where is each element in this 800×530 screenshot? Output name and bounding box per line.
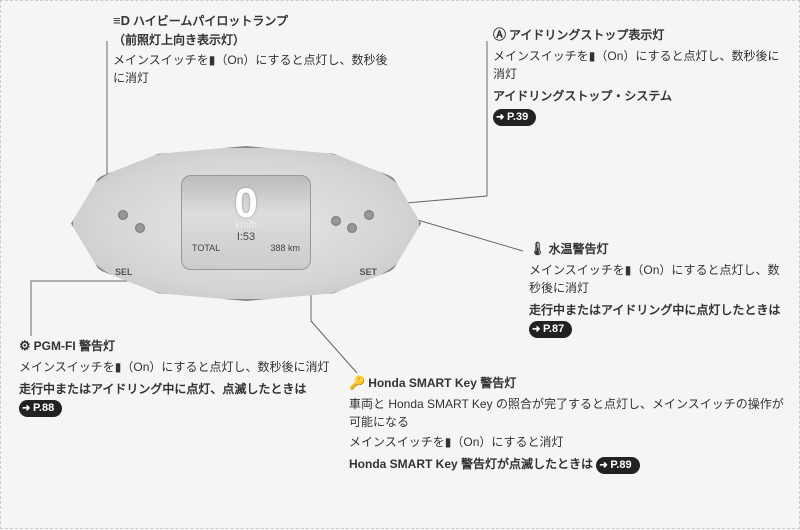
- indicator-left-2: [135, 223, 145, 233]
- odo-label: TOTAL: [192, 243, 220, 253]
- odo-unit: km: [288, 243, 300, 253]
- instrument-cluster: 0 km/h I:53 TOTAL 388 km SEL SET: [71, 146, 421, 301]
- cluster-shape: 0 km/h I:53 TOTAL 388 km SEL SET: [71, 146, 421, 301]
- speed-unit: km/h: [182, 220, 310, 231]
- sel-button-label[interactable]: SEL: [115, 267, 133, 277]
- indicator-right-2: [347, 223, 357, 233]
- set-button-label[interactable]: SET: [359, 267, 377, 277]
- indicator-right-1: [364, 210, 374, 220]
- indicator-left-1: [118, 210, 128, 220]
- odo-value: 388: [270, 243, 285, 253]
- clock: I:53: [237, 231, 255, 243]
- lcd-panel: 0 km/h I:53 TOTAL 388 km: [181, 175, 311, 270]
- indicator-right-3: [331, 216, 341, 226]
- speed-value: 0: [182, 182, 310, 224]
